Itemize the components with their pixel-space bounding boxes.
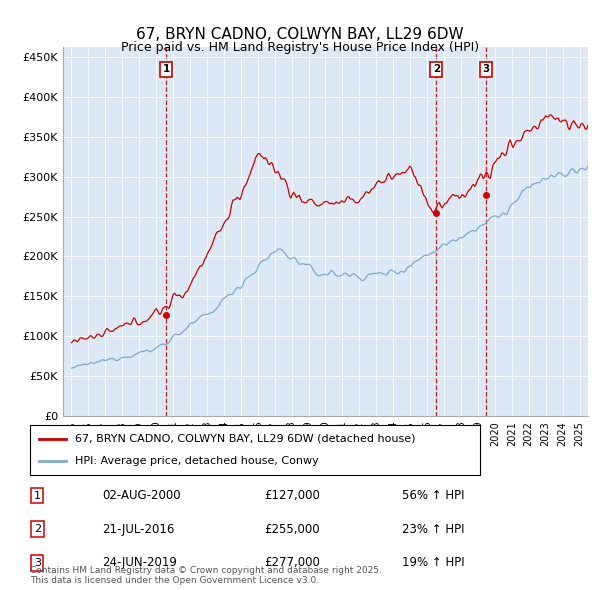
Text: £255,000: £255,000 (264, 523, 320, 536)
Text: 24-JUN-2019: 24-JUN-2019 (102, 556, 177, 569)
Text: HPI: Average price, detached house, Conwy: HPI: Average price, detached house, Conw… (75, 456, 319, 466)
Text: £277,000: £277,000 (264, 556, 320, 569)
Text: 21-JUL-2016: 21-JUL-2016 (102, 523, 175, 536)
Text: 19% ↑ HPI: 19% ↑ HPI (402, 556, 464, 569)
Text: Contains HM Land Registry data © Crown copyright and database right 2025.
This d: Contains HM Land Registry data © Crown c… (30, 566, 382, 585)
Text: 67, BRYN CADNO, COLWYN BAY, LL29 6DW (detached house): 67, BRYN CADNO, COLWYN BAY, LL29 6DW (de… (75, 434, 415, 444)
Text: 2: 2 (34, 525, 41, 534)
Text: 3: 3 (34, 558, 41, 568)
Text: £127,000: £127,000 (264, 489, 320, 502)
Text: 67, BRYN CADNO, COLWYN BAY, LL29 6DW: 67, BRYN CADNO, COLWYN BAY, LL29 6DW (136, 27, 464, 41)
Text: 56% ↑ HPI: 56% ↑ HPI (402, 489, 464, 502)
Text: 3: 3 (482, 64, 490, 74)
Text: 1: 1 (163, 64, 170, 74)
Text: 1: 1 (34, 491, 41, 500)
Text: 2: 2 (433, 64, 440, 74)
Text: 02-AUG-2000: 02-AUG-2000 (102, 489, 181, 502)
Text: Price paid vs. HM Land Registry's House Price Index (HPI): Price paid vs. HM Land Registry's House … (121, 41, 479, 54)
Text: 23% ↑ HPI: 23% ↑ HPI (402, 523, 464, 536)
